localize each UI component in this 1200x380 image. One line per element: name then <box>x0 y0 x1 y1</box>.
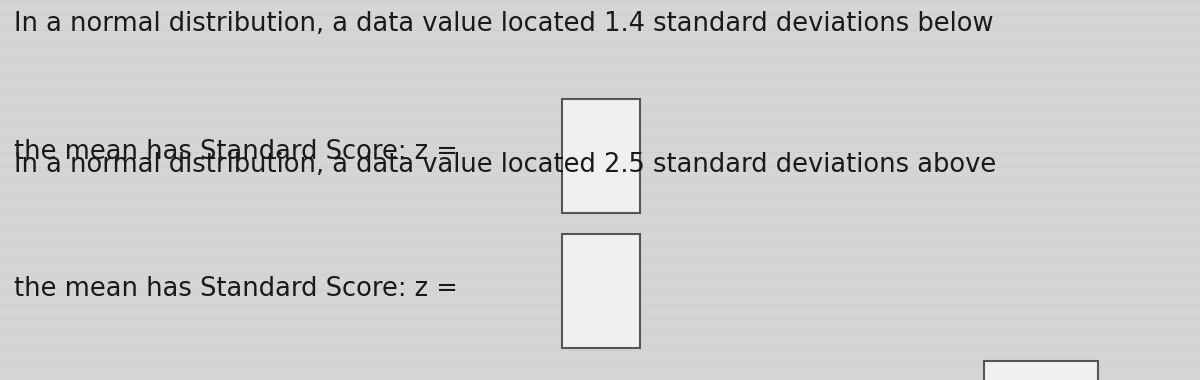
Text: In a normal distribution, a data value located 1.4 standard deviations below: In a normal distribution, a data value l… <box>14 11 994 37</box>
Text: In a normal distribution, a data value located 2.5 standard deviations above: In a normal distribution, a data value l… <box>14 152 997 178</box>
FancyBboxPatch shape <box>562 99 640 213</box>
Text: the mean has Standard Score: z =: the mean has Standard Score: z = <box>14 139 458 165</box>
FancyBboxPatch shape <box>562 234 640 348</box>
FancyBboxPatch shape <box>984 361 1098 380</box>
Text: the mean has Standard Score: z =: the mean has Standard Score: z = <box>14 276 458 301</box>
